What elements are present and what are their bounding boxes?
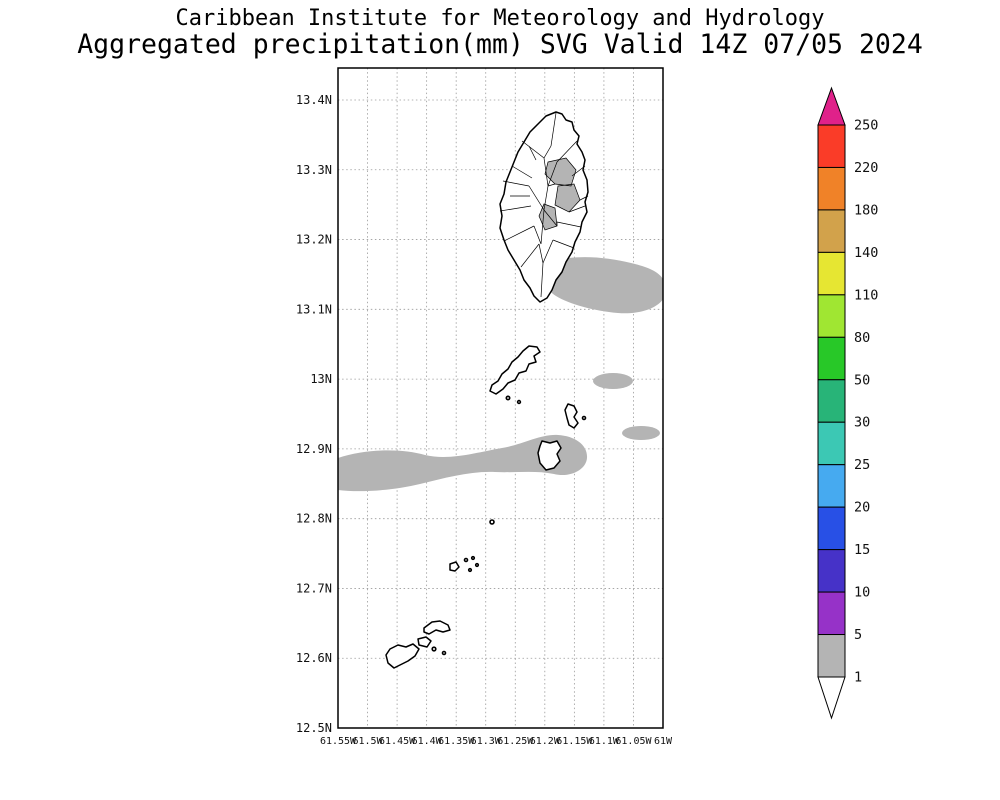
lon-tick-label: 61.55W [320,736,357,747]
colorbar-segment [817,209,846,253]
colorbar-segment [817,634,846,678]
colorbar-tick-label: 10 [854,585,870,601]
lat-tick-label: 12.5N [296,721,332,735]
mustique-island [564,403,579,429]
colorbar-tick-label: 80 [854,330,870,346]
lat-tick-label: 13.3N [296,163,332,177]
islet [505,395,511,401]
colorbar-tick-label: 140 [854,245,878,261]
colorbar-segment [817,379,846,423]
chart-title: Aggregated precipitation(mm) SVG Valid 1… [77,29,923,60]
bequia-island [489,345,541,395]
longitude-axis-labels: 61.55W61.5W61.45W61.4W61.35W61.3W61.25W6… [320,736,673,747]
lon-tick-label: 61.1W [589,736,620,747]
colorbar-tick-label: 180 [854,202,878,218]
lon-tick-label: 61.2W [530,736,561,747]
colorbar-segment [817,421,846,466]
carriacou-island [385,643,420,669]
institute-title: Caribbean Institute for Meteorology and … [175,6,825,31]
gridlines [338,68,663,728]
colorbar-segment [817,506,846,551]
st-vincent-shaded-watersheds [538,157,581,231]
colorbar-legend: 250 220 180 140 110 80 50 30 25 20 15 10 5 1 [817,86,878,720]
colorbar-tick-label: 50 [854,372,870,388]
islet [516,399,522,405]
islet [474,562,480,568]
colorbar-tick-label: 5 [854,627,862,643]
petit-martinique-island [417,636,432,648]
lon-tick-label: 61.4W [412,736,443,747]
colorbar-arrow-top [817,86,846,126]
colorbar-tick-label: 20 [854,500,870,516]
lon-tick-label: 61.25W [497,736,534,747]
shade-area-southeast-of-stvincent [541,257,663,314]
lat-tick-label: 12.8N [296,512,332,526]
colorbar-segment [817,336,846,381]
islet [581,415,587,421]
st-vincent-watershed-boundaries [499,112,589,298]
colorbar-segment [817,591,846,636]
colorbar-segment [817,124,846,168]
shade-area-west-band [338,434,588,492]
islands [385,111,589,669]
lon-tick-label: 61W [654,736,673,747]
lat-tick-label: 12.9N [296,442,332,456]
islet [463,557,469,563]
colorbar-segment [817,549,846,593]
islet [489,519,495,525]
lat-tick-label: 12.7N [296,581,332,595]
colorbar-tick-label: 250 [854,118,878,134]
union-island [423,620,451,635]
colorbar-tick-label: 25 [854,457,870,473]
lon-tick-label: 61.45W [379,736,416,747]
lat-tick-label: 13N [310,372,332,386]
islet [441,650,447,656]
mayreau-island [449,561,460,572]
lat-tick-label: 13.1N [296,302,332,316]
lat-tick-label: 13.2N [296,233,332,247]
colorbar-segment [817,464,846,508]
islet [467,567,473,573]
shade-area-east-129n [622,426,660,440]
canouan-island [537,440,562,471]
colorbar-segment [817,166,846,211]
colorbar-tick-label: 1 [854,670,862,686]
colorbar-segment [817,251,846,296]
map-border [337,67,664,729]
lon-tick-label: 61.15W [556,736,593,747]
islet [470,555,476,561]
shade-area-east-13n [593,373,633,389]
colorbar-tick-label: 110 [854,287,878,303]
colorbar-arrow-bottom [817,676,846,720]
lat-tick-label: 13.4N [296,93,332,107]
precip-shade-areas [338,257,663,492]
lon-tick-label: 61.05W [615,736,652,747]
colorbar-segment [817,294,846,338]
colorbar-tick-label: 30 [854,415,870,431]
colorbar-tick-label: 220 [854,160,878,176]
lon-tick-label: 61.35W [438,736,475,747]
lon-tick-label: 61.5W [352,736,383,747]
islet [431,646,437,652]
colorbar-tick-label: 15 [854,542,870,558]
lon-tick-label: 61.3W [471,736,502,747]
latitude-axis-labels: 13.4N 13.3N 13.2N 13.1N 13N 12.9N 12.8N 12.7N 12… [296,93,332,735]
lat-tick-label: 12.6N [296,651,332,665]
